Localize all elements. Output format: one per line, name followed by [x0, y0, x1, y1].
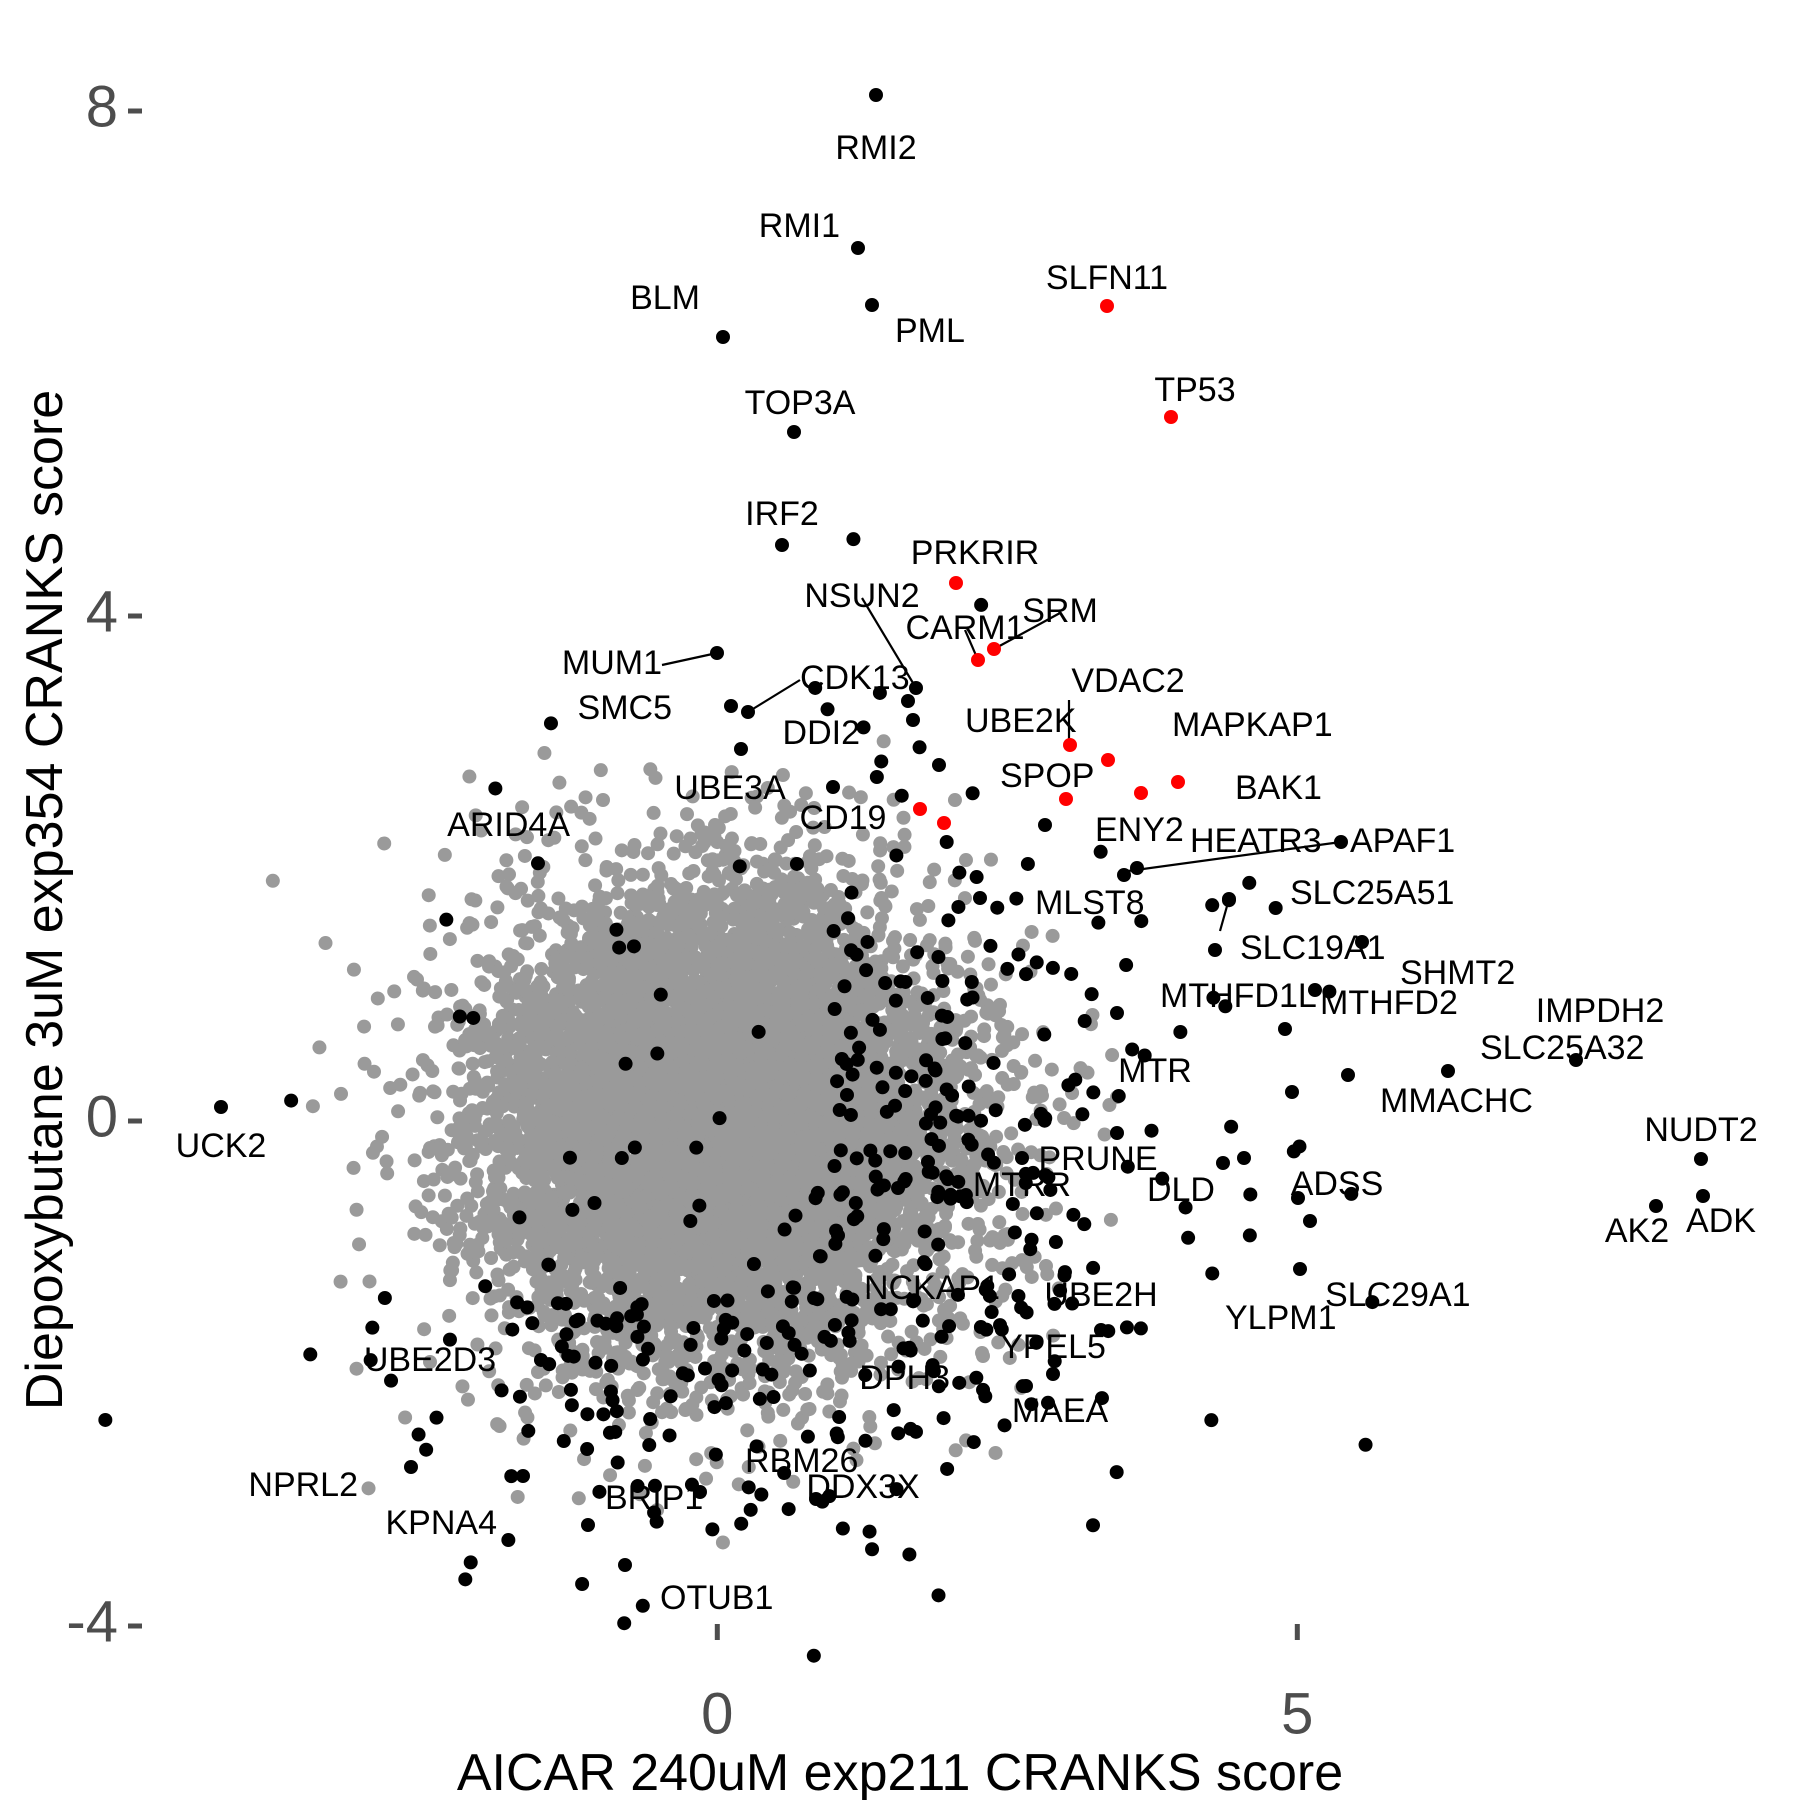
svg-text:8: 8	[86, 74, 118, 139]
svg-text:Diepoxybutane 3uM exp354 CRANK: Diepoxybutane 3uM exp354 CRANKS score	[16, 390, 74, 1410]
svg-text:5: 5	[1281, 1682, 1313, 1747]
svg-text:0: 0	[86, 1084, 118, 1149]
svg-text:AICAR 240uM exp211 CRANKS scor: AICAR 240uM exp211 CRANKS score	[457, 1744, 1343, 1800]
svg-text:0: 0	[701, 1682, 733, 1747]
svg-text:4: 4	[86, 579, 118, 644]
svg-text:-4: -4	[66, 1589, 118, 1654]
